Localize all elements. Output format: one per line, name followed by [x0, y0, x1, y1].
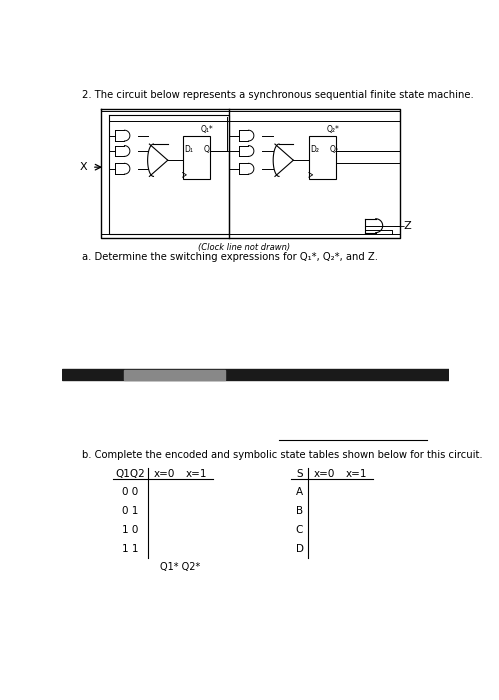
Text: —Z: —Z — [393, 220, 412, 231]
Bar — [124, 370, 225, 379]
Text: Q1Q2: Q1Q2 — [115, 469, 145, 479]
Text: 0 0: 0 0 — [122, 486, 138, 496]
Bar — [62, 369, 449, 381]
Text: x=1: x=1 — [186, 469, 207, 479]
Text: 2. The circuit below represents a synchronous sequential finite state machine.: 2. The circuit below represents a synchr… — [82, 90, 474, 100]
Bar — [183, 136, 210, 178]
Text: (Clock line not drawn): (Clock line not drawn) — [199, 244, 290, 253]
Bar — [309, 136, 336, 178]
Text: D₁: D₁ — [184, 145, 193, 153]
Text: 1 1: 1 1 — [122, 545, 138, 554]
Text: a. Determine the switching expressions for Q₁*, Q₂*, and Z.: a. Determine the switching expressions f… — [82, 252, 378, 262]
Text: C: C — [296, 525, 303, 535]
Text: x=0: x=0 — [314, 469, 335, 479]
Text: x=0: x=0 — [153, 469, 175, 479]
Text: D: D — [295, 545, 303, 554]
Text: D₂: D₂ — [310, 145, 319, 153]
Text: 1 0: 1 0 — [122, 525, 138, 535]
Text: Q₂: Q₂ — [330, 145, 339, 153]
Text: S: S — [296, 469, 303, 479]
Text: B: B — [296, 506, 303, 516]
Text: Q₂*: Q₂* — [327, 125, 339, 134]
Text: Q₁: Q₁ — [204, 145, 212, 153]
Text: 0 1: 0 1 — [122, 506, 138, 516]
Text: A: A — [296, 486, 303, 496]
Text: b. Complete the encoded and symbolic state tables shown below for this circuit.: b. Complete the encoded and symbolic sta… — [82, 450, 483, 460]
Text: X: X — [79, 162, 87, 172]
Text: Q1* Q2*: Q1* Q2* — [160, 562, 200, 572]
Text: x=1: x=1 — [346, 469, 368, 479]
Text: Q₁*: Q₁* — [200, 125, 213, 134]
